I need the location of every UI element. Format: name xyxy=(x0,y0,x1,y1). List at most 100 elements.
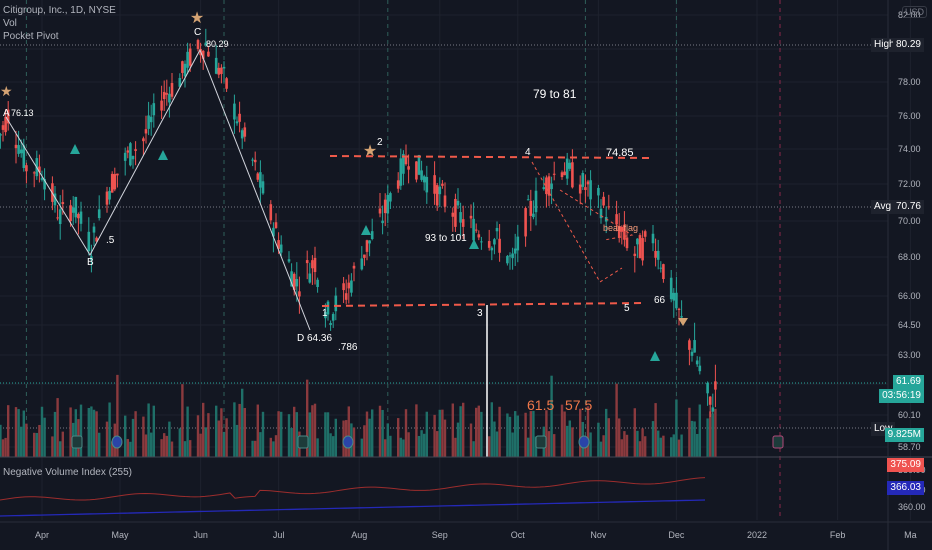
volume-bar xyxy=(308,412,311,457)
volume-bar xyxy=(259,432,262,457)
volume-bar xyxy=(589,432,592,457)
candle-body xyxy=(108,190,111,200)
volume-bar xyxy=(4,437,7,457)
candle-body xyxy=(706,382,709,394)
volume-bar xyxy=(675,399,678,457)
volume-bar xyxy=(202,402,205,457)
candle-body xyxy=(152,103,156,116)
volume-bar xyxy=(7,405,10,457)
candle-body xyxy=(324,312,327,319)
volume-bar xyxy=(199,433,202,457)
candle-body xyxy=(602,196,605,206)
candle-body xyxy=(259,172,262,188)
candle-body xyxy=(493,239,496,245)
star-icon: ★ xyxy=(190,10,204,27)
candle-body xyxy=(295,278,299,287)
nvi-pane xyxy=(0,456,932,517)
candle-body xyxy=(669,277,673,300)
nvi-indicator-label[interactable]: Negative Volume Index (255) xyxy=(3,467,132,478)
candle-body xyxy=(331,314,335,321)
candle-body xyxy=(552,173,556,175)
volume-bar xyxy=(147,403,150,457)
candle-body xyxy=(311,260,314,269)
candle-body xyxy=(638,235,642,259)
volume-bar xyxy=(251,440,254,457)
volume-bar xyxy=(690,420,694,457)
candle-body xyxy=(40,177,44,181)
volume-bar xyxy=(269,437,272,457)
candle-body xyxy=(308,273,312,283)
candle-body xyxy=(474,229,478,231)
candle-body xyxy=(690,351,694,356)
candle-body xyxy=(456,200,460,206)
candle-body xyxy=(586,181,590,185)
volume-bar xyxy=(51,436,54,457)
candle-body xyxy=(469,215,473,219)
volume-bar xyxy=(87,407,90,457)
volume-bar xyxy=(586,406,590,457)
candle-body xyxy=(279,244,283,253)
resistance-line xyxy=(329,155,651,159)
candle-body xyxy=(386,194,390,214)
time-tick: Aug xyxy=(351,530,367,540)
candle-body xyxy=(542,187,546,190)
candle-body xyxy=(25,165,28,172)
volume-bar xyxy=(480,411,483,457)
earnings-icon xyxy=(772,435,784,449)
candle-body xyxy=(560,172,564,178)
volume-bar xyxy=(490,402,493,457)
candle-body xyxy=(90,256,93,261)
nvi-ma-badge: 366.03 xyxy=(887,481,924,495)
price-tick: 68.00 xyxy=(898,252,921,262)
volume-bar xyxy=(527,437,530,457)
volume-bar xyxy=(402,439,405,457)
pocket-pivot-icon xyxy=(158,150,168,160)
candle-body xyxy=(363,254,366,258)
candle-body xyxy=(422,176,426,183)
volume-bar xyxy=(170,441,174,457)
volume-bar xyxy=(131,418,135,457)
volume-bar xyxy=(560,404,564,457)
nvi-value-badge: 375.09 xyxy=(887,458,924,472)
volume-bar xyxy=(196,415,200,457)
volume-bar xyxy=(189,440,192,457)
candle-body xyxy=(217,67,221,75)
candle-body xyxy=(443,195,447,207)
candle-body xyxy=(615,214,618,225)
candle-body xyxy=(472,218,475,241)
candle-body xyxy=(142,138,145,142)
candle-body xyxy=(147,115,150,129)
volume-bar xyxy=(1,439,5,457)
earnings-icon xyxy=(71,435,83,449)
volume-bar xyxy=(56,398,59,457)
candle-body xyxy=(550,183,553,190)
volume-bar xyxy=(0,424,2,457)
candle-body xyxy=(92,226,96,233)
currency-button[interactable]: USD xyxy=(902,6,928,18)
star-icon: ★ xyxy=(0,83,13,99)
bear-flag-channel-2 xyxy=(559,189,634,241)
volume-bar xyxy=(116,374,119,457)
candle-body xyxy=(625,237,629,249)
candle-body xyxy=(532,213,535,218)
price-tick: 60.10 xyxy=(898,410,921,420)
candle-body xyxy=(438,186,442,195)
candle-body xyxy=(589,180,592,200)
candle-body xyxy=(451,212,455,217)
volume-bar xyxy=(550,375,553,457)
candle-body xyxy=(636,238,639,245)
candle-body xyxy=(116,173,119,176)
candle-body xyxy=(53,193,57,206)
dividend-icon xyxy=(111,435,123,449)
volume-bar xyxy=(17,409,20,457)
vol-indicator-label[interactable]: Vol xyxy=(3,18,17,29)
volume-bar xyxy=(243,408,246,457)
symbol-title[interactable]: Citigroup, Inc., 1D, NYSE xyxy=(3,5,116,16)
candle-body xyxy=(389,193,392,202)
pocket-pivot-label[interactable]: Pocket Pivot xyxy=(3,31,59,42)
volume-bar xyxy=(22,410,25,457)
time-tick: Dec xyxy=(668,530,685,540)
candle-body xyxy=(565,158,569,179)
candle-body xyxy=(329,323,332,325)
